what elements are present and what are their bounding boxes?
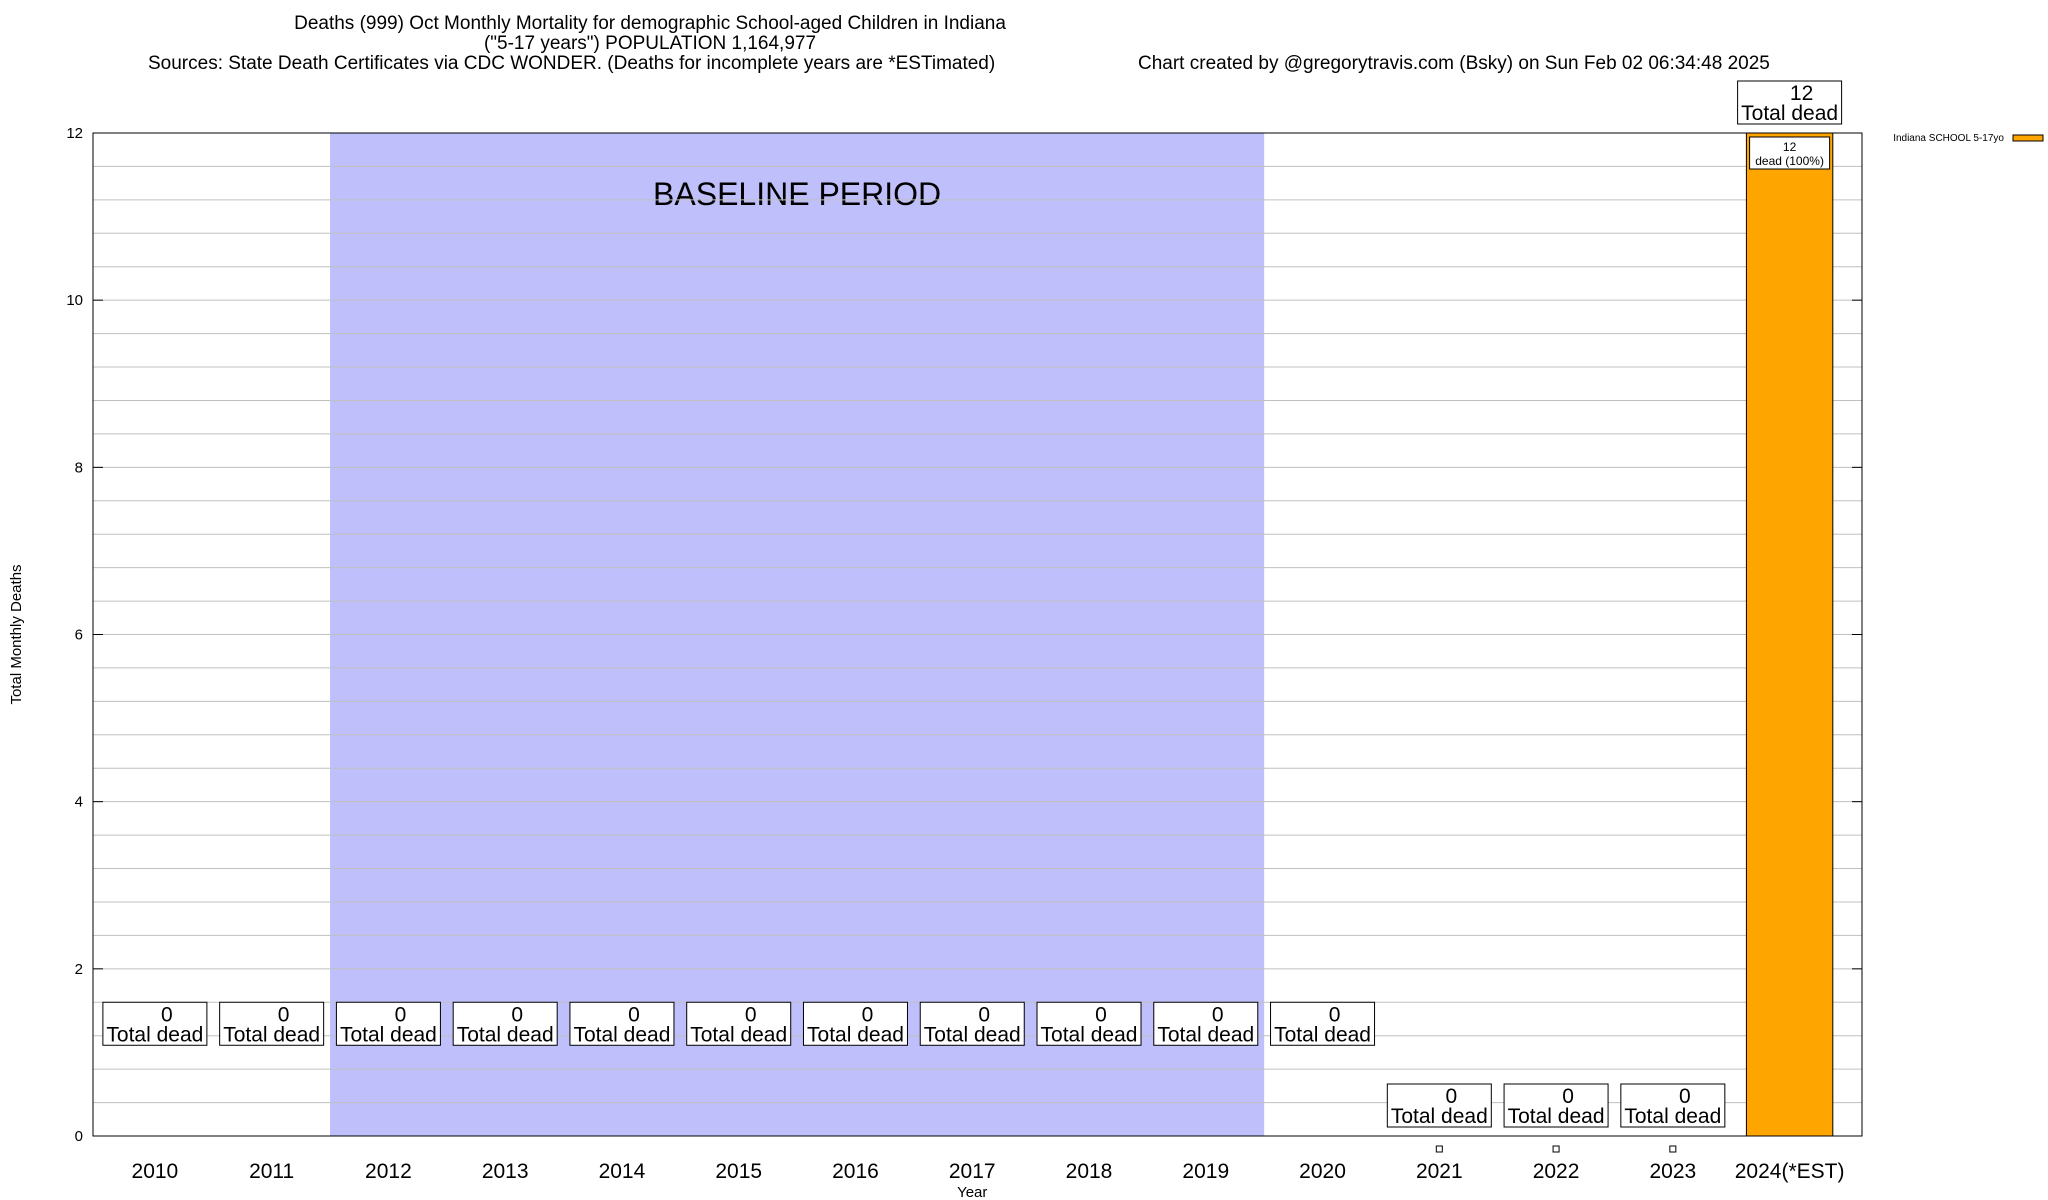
zero-marker (1552, 1145, 1560, 1153)
legend-swatch (2012, 134, 2044, 142)
x-tick-label: 2020 (1299, 1160, 1346, 1183)
bar (1745, 132, 1834, 1137)
x-tick-label: 2015 (715, 1160, 762, 1183)
legend-label: Indiana SCHOOL 5-17yo (1893, 133, 2004, 144)
total-label-text: Total dead (1624, 1105, 1721, 1128)
x-axis-title: Year (957, 1184, 987, 1200)
total-label-value: 0 (395, 1003, 407, 1026)
total-label-box (919, 1001, 1025, 1046)
total-label-value: 0 (1679, 1085, 1691, 1108)
total-label-value: 0 (278, 1003, 290, 1026)
total-label-box (1386, 1083, 1492, 1128)
total-label-text: Total dead (106, 1023, 203, 1046)
total-label-box (335, 1001, 441, 1046)
total-label-value: 0 (161, 1003, 173, 1026)
total-label-text: Total dead (573, 1023, 670, 1046)
chart-subtitle: ("5-17 years") POPULATION 1,164,977 (483, 33, 817, 54)
y-tick-label: 2 (75, 961, 83, 978)
total-label-box (569, 1001, 675, 1046)
total-label-text: Total dead (1741, 102, 1838, 125)
total-label-box (1036, 1001, 1142, 1046)
y-tick-label: 12 (66, 125, 83, 142)
total-label-value: 0 (862, 1003, 874, 1026)
x-tick-label: 2021 (1416, 1160, 1463, 1183)
total-label-box (1503, 1083, 1609, 1128)
y-tick-label: 8 (75, 459, 83, 476)
x-tick-label: 2016 (832, 1160, 879, 1183)
x-tick-label: 2022 (1533, 1160, 1580, 1183)
y-tick-label: 4 (75, 794, 83, 811)
total-label-value: 0 (1212, 1003, 1224, 1026)
total-label-value: 0 (628, 1003, 640, 1026)
x-tick-label: 2010 (132, 1160, 179, 1183)
total-label-box (1620, 1083, 1726, 1128)
total-label-text: Total dead (1157, 1023, 1254, 1046)
total-label-box (686, 1001, 792, 1046)
total-label-value: 0 (1095, 1003, 1107, 1026)
bar-inner-label-box (1749, 136, 1831, 170)
x-tick-label: 2018 (1066, 1160, 1113, 1183)
chart-title: Deaths (999) Oct Monthly Mortality for d… (294, 13, 1006, 34)
total-label-text: Total dead (1391, 1105, 1488, 1128)
zero-marker (1435, 1145, 1443, 1153)
baseline-period-label: BASELINE PERIOD (653, 176, 941, 212)
x-tick-label: 2011 (249, 1160, 294, 1183)
x-tick-label: 2023 (1649, 1160, 1696, 1183)
total-label-text: Total dead (457, 1023, 554, 1046)
y-axis-title: Total Monthly Deaths (8, 564, 25, 704)
total-label-value: 0 (1562, 1085, 1574, 1108)
total-label-text: Total dead (1274, 1023, 1371, 1046)
chart-sources: Sources: State Death Certificates via CD… (148, 53, 996, 74)
x-tick-label: 2012 (365, 1160, 412, 1183)
total-label-box (102, 1001, 208, 1046)
x-tick-label: 2013 (482, 1160, 529, 1183)
chart-credit: Chart created by @gregorytravis.com (Bsk… (1138, 53, 1770, 74)
total-label-value: 12 (1790, 82, 1813, 105)
x-tick-label: 2019 (1182, 1160, 1229, 1183)
total-label-box (219, 1001, 325, 1046)
total-label-box (1737, 80, 1843, 125)
x-tick-label: 2017 (949, 1160, 996, 1183)
total-label-box (452, 1001, 558, 1046)
total-label-text: Total dead (340, 1023, 437, 1046)
bar-inner-label-percent: dead (100%) (1755, 154, 1824, 168)
total-label-box (1153, 1001, 1259, 1046)
x-tick-label: 2024(*EST) (1735, 1160, 1845, 1183)
total-label-text: Total dead (1041, 1023, 1138, 1046)
bar-inner-label-value: 12 (1783, 140, 1797, 154)
total-label-text: Total dead (807, 1023, 904, 1046)
total-label-text: Total dead (223, 1023, 320, 1046)
plot-frame (92, 132, 1863, 1137)
total-label-value: 0 (1445, 1085, 1457, 1108)
y-tick-label: 6 (75, 627, 83, 644)
total-label-value: 0 (1329, 1003, 1341, 1026)
bar-layer (1435, 132, 1834, 1153)
total-label-box (802, 1001, 908, 1046)
total-label-text: Total dead (924, 1023, 1021, 1046)
total-label-text: Total dead (1508, 1105, 1605, 1128)
x-tick-label: 2014 (599, 1160, 646, 1183)
legend: Indiana SCHOOL 5-17yo (1893, 133, 2044, 144)
y-tick-label: 0 (75, 1128, 83, 1145)
total-label-box (1270, 1001, 1376, 1046)
y-tick-label: 10 (66, 292, 83, 309)
total-label-value: 0 (978, 1003, 990, 1026)
total-label-value: 0 (511, 1003, 523, 1026)
total-label-value: 0 (745, 1003, 757, 1026)
zero-marker (1669, 1145, 1677, 1153)
total-label-text: Total dead (690, 1023, 787, 1046)
plot-frame-layer (92, 132, 1863, 1137)
